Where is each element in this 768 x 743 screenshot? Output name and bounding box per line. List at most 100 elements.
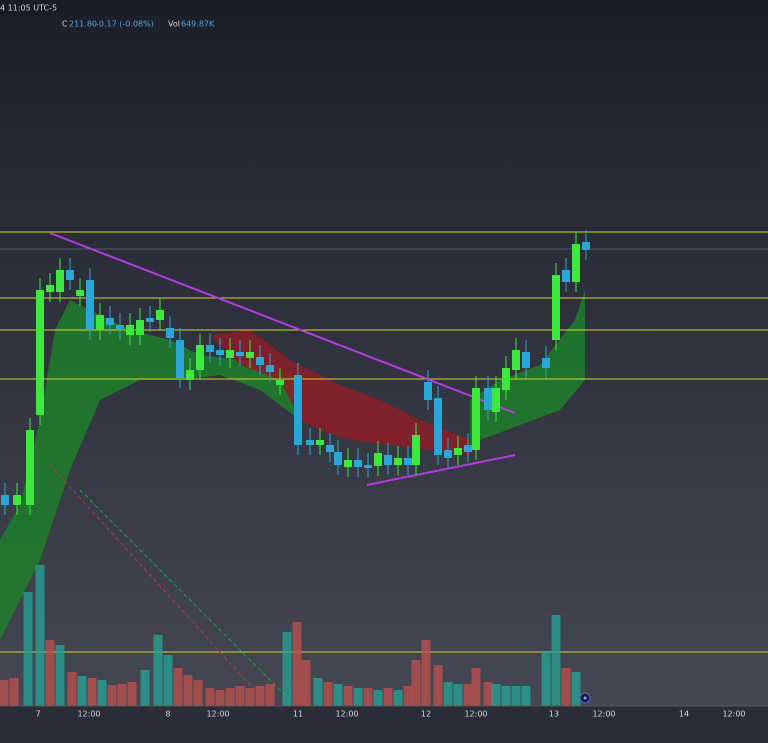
candle-body bbox=[394, 458, 402, 465]
x-tick-label: 8 bbox=[165, 710, 170, 719]
volume-bar bbox=[117, 684, 127, 706]
plot-area bbox=[0, 230, 768, 741]
volume-bar bbox=[55, 645, 65, 706]
candle-body bbox=[276, 380, 284, 385]
volume-bar bbox=[97, 680, 107, 706]
candle-body bbox=[502, 368, 510, 390]
candle-body bbox=[186, 370, 194, 380]
candle-body bbox=[412, 435, 420, 465]
volume-bar bbox=[235, 686, 245, 706]
volume-bar bbox=[433, 665, 443, 706]
green-ribbon bbox=[0, 300, 300, 640]
volume-bar bbox=[23, 592, 33, 706]
trend-line bbox=[49, 232, 516, 414]
x-axis-bar bbox=[0, 706, 768, 743]
candle-body bbox=[404, 458, 412, 465]
volume-bar bbox=[471, 668, 481, 706]
candle-body bbox=[136, 320, 144, 335]
volume-bar bbox=[403, 686, 413, 706]
volume-bar bbox=[215, 690, 225, 706]
candle-body bbox=[326, 445, 334, 452]
volume-bar bbox=[292, 622, 302, 706]
volume-bar bbox=[245, 688, 255, 706]
candle-body bbox=[96, 315, 104, 330]
candle-body bbox=[256, 357, 264, 365]
settings-dot bbox=[583, 696, 587, 700]
volume-bar bbox=[205, 688, 215, 706]
candle-body bbox=[552, 275, 560, 340]
dashed-line bbox=[79, 489, 291, 701]
x-tick-label: 13 bbox=[549, 710, 559, 719]
volume-bar bbox=[313, 678, 323, 706]
volume-bar bbox=[393, 690, 403, 706]
volume-bar bbox=[353, 688, 363, 706]
candle-body bbox=[424, 382, 432, 400]
candle-body bbox=[166, 328, 174, 338]
candle-body bbox=[542, 358, 550, 368]
volume-bar bbox=[127, 682, 137, 706]
close-prefix: C bbox=[62, 20, 68, 29]
change-value: -0.17 (-0.08%) bbox=[96, 20, 154, 29]
volume-bar bbox=[265, 684, 275, 706]
volume-bar bbox=[163, 655, 173, 706]
candle-body bbox=[246, 352, 254, 358]
candle-body bbox=[492, 388, 500, 412]
volume-bar bbox=[571, 672, 581, 706]
candle-body bbox=[13, 495, 21, 505]
volume-bar bbox=[333, 684, 343, 706]
volume-bar bbox=[183, 675, 193, 706]
candle-body bbox=[374, 453, 382, 466]
volume-bar bbox=[421, 640, 431, 706]
volume-bar bbox=[87, 678, 97, 706]
volume-bar bbox=[491, 684, 501, 706]
x-tick-label: 12:00 bbox=[335, 710, 358, 719]
candle-body bbox=[86, 280, 94, 330]
candle-body bbox=[522, 352, 530, 368]
volume-bar bbox=[35, 565, 45, 706]
volume-bar bbox=[363, 688, 373, 706]
volume-bar bbox=[561, 668, 571, 706]
volume-bar bbox=[45, 640, 55, 706]
volume-bar bbox=[140, 670, 150, 706]
candle-body bbox=[582, 242, 590, 250]
candle-body bbox=[66, 270, 74, 280]
candle-body bbox=[56, 270, 64, 292]
candle-body bbox=[126, 325, 134, 335]
volume-bar bbox=[373, 690, 383, 706]
x-tick-label: 12 bbox=[421, 710, 431, 719]
candle-body bbox=[344, 460, 352, 467]
x-tick-label: 11 bbox=[293, 710, 303, 719]
volume-bar bbox=[0, 680, 9, 706]
candle-body bbox=[206, 345, 214, 352]
candle-body bbox=[196, 345, 204, 370]
candle-body bbox=[106, 318, 114, 325]
top-bar bbox=[0, 0, 768, 16]
candle-body bbox=[454, 448, 462, 455]
volume-bar bbox=[511, 686, 521, 706]
candle-body bbox=[316, 440, 324, 445]
candle-body bbox=[472, 388, 480, 450]
volume-bar bbox=[153, 635, 163, 706]
candle-body bbox=[236, 352, 244, 356]
x-tick-label: 12:00 bbox=[464, 710, 487, 719]
candle-body bbox=[512, 350, 520, 370]
candle-body bbox=[176, 340, 184, 378]
candle-body bbox=[444, 450, 452, 458]
volume-bar bbox=[551, 615, 561, 706]
candle-body bbox=[294, 375, 302, 445]
trend-line bbox=[366, 454, 516, 486]
candle-body bbox=[572, 244, 580, 282]
volume-bar bbox=[67, 672, 77, 706]
candle-body bbox=[562, 270, 570, 282]
x-tick-label: 12:00 bbox=[592, 710, 615, 719]
candle-body bbox=[384, 455, 392, 465]
x-tick-label: 12:00 bbox=[77, 710, 100, 719]
red-ribbon bbox=[210, 330, 470, 455]
volume-prefix: Vol bbox=[168, 20, 180, 29]
candle-body bbox=[266, 365, 274, 372]
candle-body bbox=[116, 325, 124, 330]
candle-body bbox=[26, 430, 34, 505]
volume-bar bbox=[463, 684, 473, 706]
candle-body bbox=[1, 495, 9, 505]
volume-bar bbox=[411, 660, 421, 706]
